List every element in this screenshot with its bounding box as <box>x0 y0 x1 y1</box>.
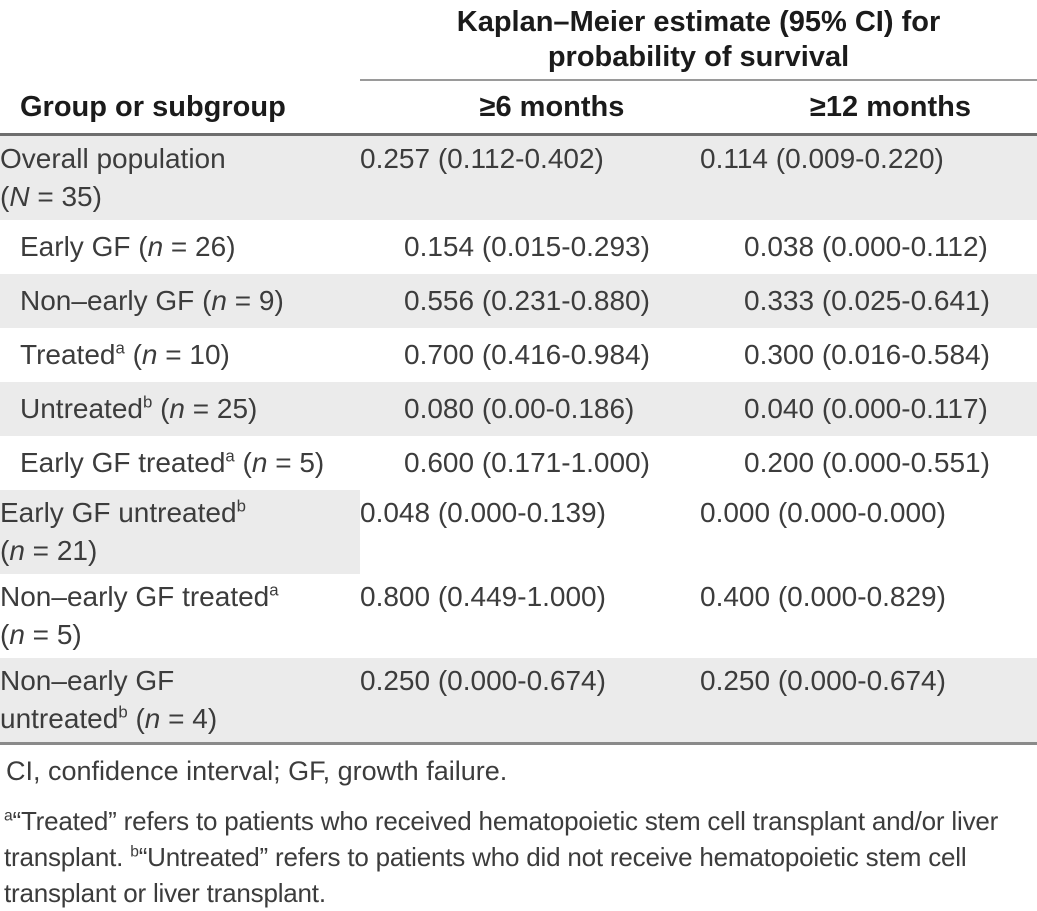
table-row: Treateda (n = 10) 0.700 (0.416-0.984) 0.30… <box>0 328 1037 382</box>
abbreviations-note: CI, confidence interval; GF, growth fail… <box>6 756 508 786</box>
column-header-group: Group or subgroup <box>20 91 286 123</box>
survival-6-months-value: 0.800 (0.449-1.000) <box>360 581 606 612</box>
row-group-label: Treateda (n = 10) <box>20 338 230 370</box>
survival-6-months-value: 0.080 (0.00-0.186) <box>404 393 635 424</box>
survival-6-months-value: 0.600 (0.171-1.000) <box>404 447 650 478</box>
table-row: Early GF treateda (n = 5) 0.600 (0.171-1.… <box>0 436 1037 490</box>
survival-12-months-value: 0.114 (0.009-0.220) <box>700 143 944 174</box>
table-row: Untreatedb (n = 25) 0.080 (0.00-0.186) 0.0… <box>0 382 1037 436</box>
footnote-definitions: a“Treated” refers to patients who receiv… <box>4 806 999 908</box>
row-group-label: Non–early GF (n = 9) <box>20 285 284 316</box>
table-bottom-rule <box>0 742 1037 745</box>
table-row: Non–early GF treateda (n = 5) 0.800 (0.449… <box>0 574 1037 658</box>
row-group-label: Untreatedb (n = 25) <box>20 392 258 424</box>
table-row: Early GF untreatedb (n = 21) 0.048 (0.000-… <box>0 490 1037 574</box>
survival-12-months-value: 0.040 (0.000-0.117) <box>744 393 988 424</box>
column-header-12-months: ≥12 months <box>810 91 971 123</box>
row-group-label: Overall population (N = 35) <box>0 143 226 212</box>
survival-12-months-value: 0.200 (0.000-0.551) <box>744 447 990 478</box>
survival-12-months-value: 0.038 (0.000-0.112) <box>744 231 988 262</box>
row-group-label: Non–early GF untreatedb (n = 4) <box>0 665 218 734</box>
spanner-spacer <box>0 0 360 81</box>
survival-12-months-value: 0.000 (0.000-0.000) <box>700 497 946 528</box>
table-header: Kaplan–Meier estimate (95% CI) for proba… <box>0 0 1037 136</box>
column-header-row: Group or subgroup ≥6 months ≥12 months <box>0 81 1037 136</box>
row-group-label: Early GF treateda (n = 5) <box>20 446 325 478</box>
spanner-row: Kaplan–Meier estimate (95% CI) for proba… <box>0 0 1037 81</box>
table-row: Non–early GF untreatedb (n = 4) 0.250 (0.0… <box>0 658 1037 742</box>
survival-6-months-value: 0.556 (0.231-0.880) <box>404 285 650 316</box>
survival-6-months-value: 0.154 (0.015-0.293) <box>404 231 650 262</box>
table-body: Overall population (N = 35) 0.257 (0.112-0… <box>0 136 1037 742</box>
row-group-label: Early GF (n = 26) <box>20 231 236 262</box>
table-row: Overall population (N = 35) 0.257 (0.112-0… <box>0 136 1037 220</box>
survival-6-months-value: 0.257 (0.112-0.402) <box>360 143 604 174</box>
survival-6-months-value: 0.700 (0.416-0.984) <box>404 339 650 370</box>
survival-12-months-value: 0.300 (0.016-0.584) <box>744 339 990 370</box>
survival-12-months-value: 0.250 (0.000-0.674) <box>700 665 946 696</box>
row-group-label: Early GF untreatedb (n = 21) <box>0 490 360 574</box>
survival-12-months-value: 0.400 (0.000-0.829) <box>700 581 946 612</box>
table-row: Early GF (n = 26) 0.154 (0.015-0.293) 0.03… <box>0 220 1037 274</box>
survival-6-months-value: 0.048 (0.000-0.139) <box>360 497 606 528</box>
survival-6-months-value: 0.250 (0.000-0.674) <box>360 665 606 696</box>
table-row: Non–early GF (n = 9) 0.556 (0.231-0.880) 0… <box>0 274 1037 328</box>
row-group-label: Non–early GF treateda (n = 5) <box>0 580 279 650</box>
column-header-6-months: ≥6 months <box>479 91 625 123</box>
survival-12-months-value: 0.333 (0.025-0.641) <box>744 285 990 316</box>
spanning-column-header: Kaplan–Meier estimate (95% CI) for proba… <box>360 0 1037 81</box>
